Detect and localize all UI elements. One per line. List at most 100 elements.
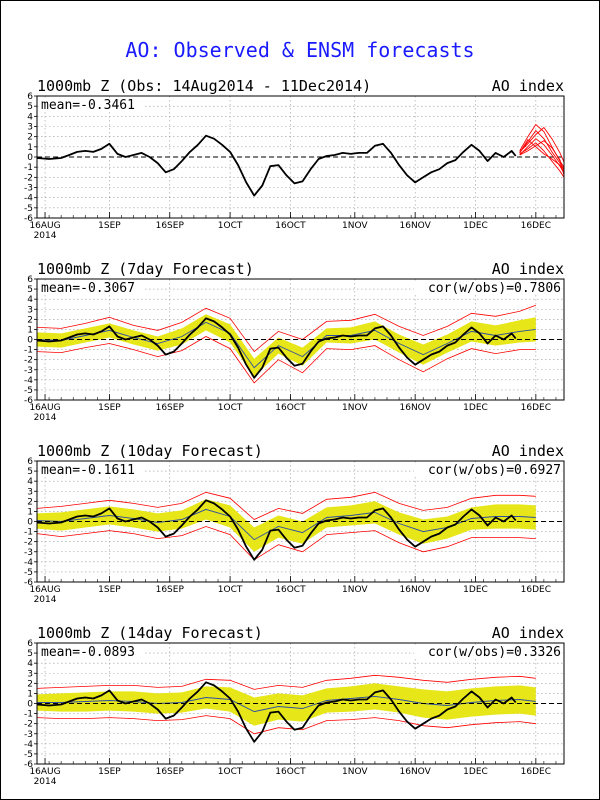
y-tick-label: 1 [27,507,33,517]
y-tick-label: 3 [27,123,33,133]
mean-label: mean=-0.1611 [41,463,135,478]
x-tick-label: 1DEC [463,585,488,595]
y-tick-label: 0 [27,336,33,346]
x-tick-label: 16DEC [521,403,551,413]
y-tick-label: -4 [24,558,33,568]
forecast-member-1 [519,129,565,170]
ensemble-max-line [36,304,536,353]
panel-index-label: AO index [492,260,564,278]
y-tick-label: -1 [24,710,33,720]
y-tick-label: -2 [24,720,33,730]
forecast-member-6 [519,139,565,172]
panel-title: 1000mb Z (10day Forecast) [37,442,263,460]
y-tick-label: -4 [24,194,33,204]
x-tick-label: 1NOV [342,585,368,595]
mean-label-bg [39,645,143,659]
y-tick-label: 5 [27,285,33,295]
y-tick-label: 5 [27,102,33,112]
y-tick-label: -3 [24,366,33,376]
y-tick-label: 6 [27,639,33,649]
x-tick-label: 1OCT [218,585,243,595]
y-tick-label: -6 [24,578,33,588]
mean-label: mean=-0.3461 [41,98,135,113]
x-tick-year-label: 2014 [34,413,57,423]
x-tick-label: 16AUG [29,767,60,777]
correlation-label-bg [414,281,562,295]
x-tick-label: 16SEP [156,221,185,231]
y-tick-label: -4 [24,740,33,750]
x-tick-label: 1DEC [463,221,488,231]
y-tick-label: -5 [24,204,33,214]
observed-ao-line [36,134,517,197]
x-tick-label: 16OCT [275,767,306,777]
y-tick-label: -1 [24,163,33,173]
forecast-member-5 [519,126,565,163]
y-tick-label: -2 [24,538,33,548]
correlation-label-bg [414,645,562,659]
y-tick-label: 6 [27,92,33,102]
y-tick-label: 5 [27,467,33,477]
x-tick-year-label: 2014 [34,595,57,605]
y-tick-label: 2 [27,133,33,143]
x-tick-label: 16OCT [275,221,306,231]
x-tick-label: 1DEC [463,403,488,413]
correlation-label: cor(w/obs)=0.3326 [428,645,561,660]
y-tick-label: -5 [24,568,33,578]
correlation-label: cor(w/obs)=0.6927 [428,463,561,478]
mean-label-bg [39,281,143,295]
x-tick-label: 16NOV [400,767,432,777]
y-tick-label: 3 [27,487,33,497]
x-tick-label: 1OCT [218,767,243,777]
y-tick-label: 4 [27,112,33,122]
x-tick-label: 1DEC [463,767,488,777]
y-tick-label: -4 [24,376,33,386]
correlation-label: cor(w/obs)=0.7806 [428,281,561,296]
y-tick-label: -3 [24,730,33,740]
x-tick-label: 16SEP [156,767,185,777]
y-tick-label: 4 [27,659,33,669]
y-tick-label: 6 [27,275,33,285]
y-tick-label: 0 [27,518,33,528]
x-tick-label: 1NOV [342,221,368,231]
y-tick-label: -3 [24,548,33,558]
forecast-member-2 [519,138,565,174]
y-tick-label: 2 [27,497,33,507]
y-tick-label: -2 [24,173,33,183]
x-tick-label: 16NOV [400,221,432,231]
x-tick-label: 16AUG [29,585,60,595]
mean-label: mean=-0.0893 [41,645,135,660]
ensemble-min-line [36,526,536,561]
observed-ao-line [36,317,517,379]
x-tick-label: 16SEP [156,585,185,595]
mean-label-bg [39,463,143,477]
x-tick-label: 16DEC [521,585,551,595]
x-tick-label: 16AUG [29,403,60,413]
panel-title: 1000mb Z (14day Forecast) [37,624,263,642]
y-tick-label: 1 [27,143,33,153]
y-tick-label: -1 [24,528,33,538]
forecast-member-7 [519,140,565,176]
x-tick-label: 1SEP [98,403,121,413]
observed-ao-line [36,681,517,743]
y-tick-label: 4 [27,295,33,305]
x-tick-year-label: 2014 [34,231,57,241]
panel-index-label: AO index [492,624,564,642]
y-tick-label: 2 [27,679,33,689]
ensemble-max-line [36,674,536,690]
y-tick-label: -1 [24,346,33,356]
x-tick-label: 1OCT [218,221,243,231]
ensemble-spread [37,314,536,377]
panel-title: 1000mb Z (Obs: 14Aug2014 - 11Dec2014) [37,77,371,95]
y-tick-label: 2 [27,315,33,325]
ensemble-min-line [36,715,536,735]
y-tick-label: -5 [24,386,33,396]
y-tick-label: 0 [27,700,33,710]
x-tick-label: 16AUG [29,221,60,231]
y-tick-label: 1 [27,689,33,699]
y-tick-label: 3 [27,305,33,315]
panel-index-label: AO index [492,77,564,95]
y-tick-label: 5 [27,649,33,659]
